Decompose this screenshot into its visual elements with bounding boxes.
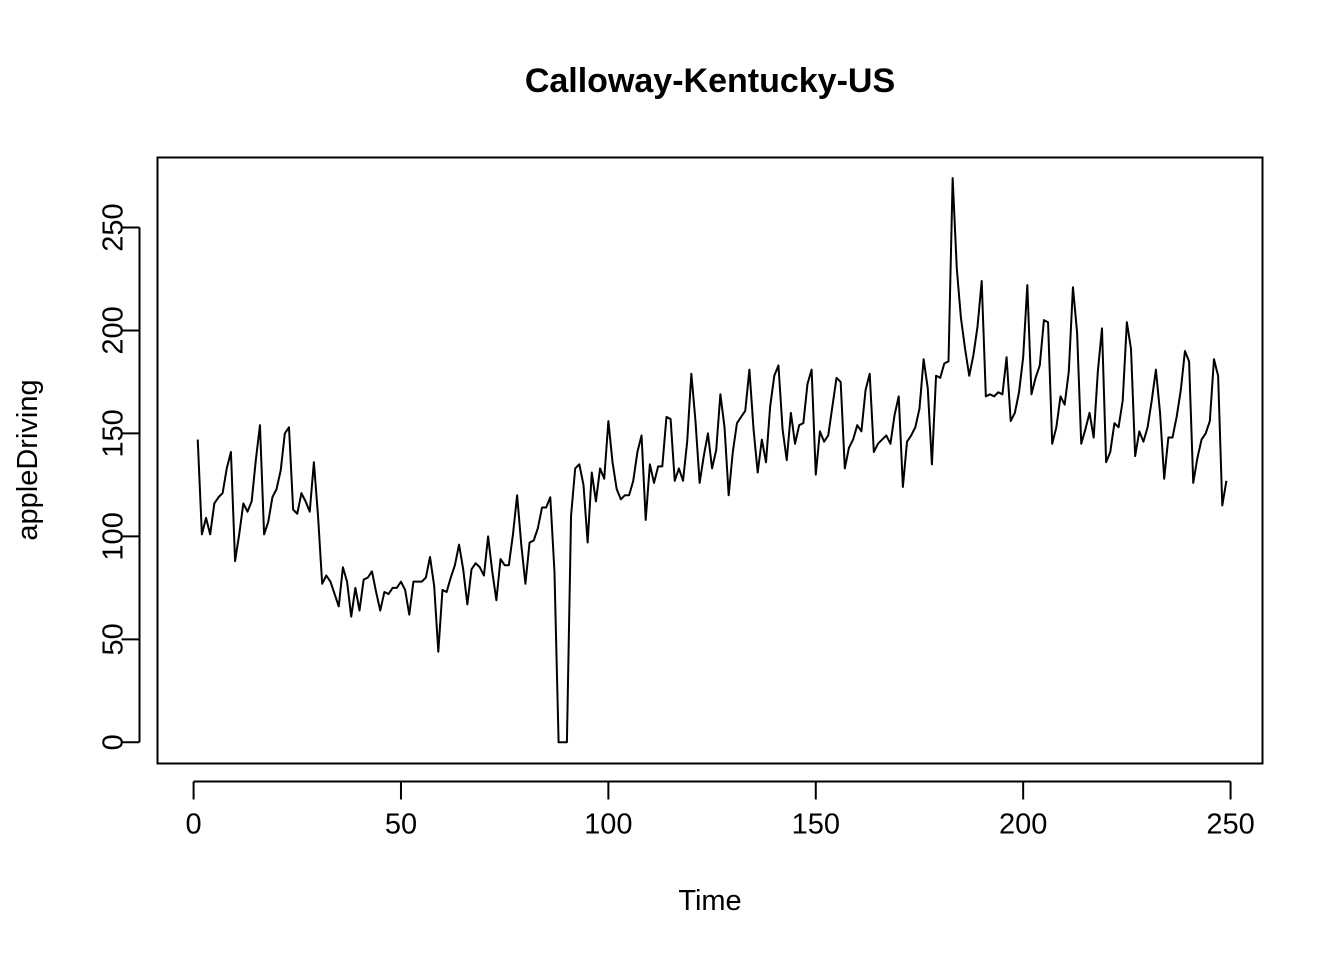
x-tick-label: 100 xyxy=(584,809,632,841)
y-tick-label: 200 xyxy=(98,306,130,354)
chart-title: Calloway-Kentucky-US xyxy=(525,62,895,100)
plot-frame xyxy=(156,156,1264,765)
y-axis-label: appleDriving xyxy=(12,379,44,540)
x-axis: 0 50 100 150 200 250 xyxy=(186,780,1255,841)
x-tick-label: 50 xyxy=(385,809,417,841)
x-tick-label: 0 xyxy=(186,809,202,841)
y-tick-label: 50 xyxy=(98,623,130,655)
y-tick-label: 0 xyxy=(98,734,130,750)
series-layer xyxy=(196,177,1228,744)
y-tick-label: 150 xyxy=(98,409,130,457)
x-tick-label: 250 xyxy=(1206,809,1254,841)
y-axis: 0 50 100 150 200 250 xyxy=(98,203,141,750)
x-tick-label: 200 xyxy=(999,809,1047,841)
series-line xyxy=(196,177,1228,744)
x-axis-label: Time xyxy=(678,885,741,917)
x-tick-label: 150 xyxy=(792,809,840,841)
y-tick-label: 250 xyxy=(98,203,130,251)
y-tick-label: 100 xyxy=(98,512,130,560)
